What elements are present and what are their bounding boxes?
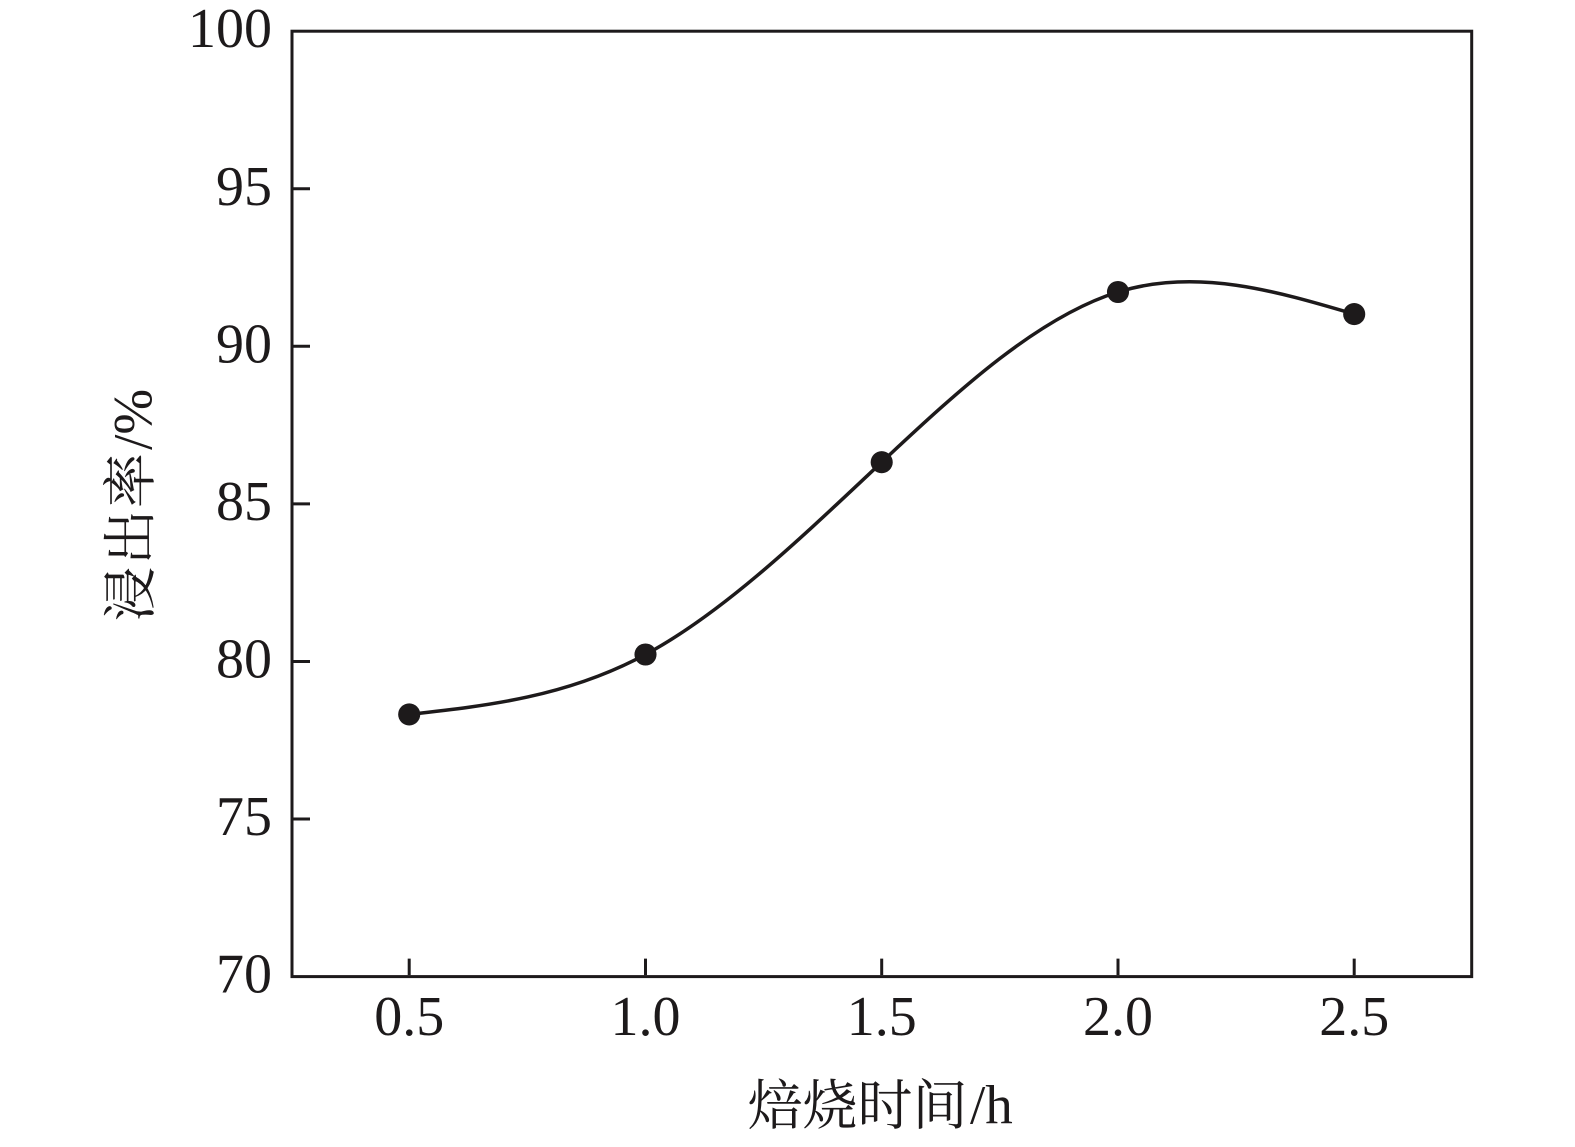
svg-text:0.5: 0.5 xyxy=(374,986,444,1048)
svg-text:100: 100 xyxy=(188,0,272,60)
svg-text:90: 90 xyxy=(216,313,272,375)
svg-text:/h: /h xyxy=(970,1074,1013,1135)
svg-text:2.0: 2.0 xyxy=(1083,986,1153,1048)
svg-text:75: 75 xyxy=(216,786,272,848)
svg-text:85: 85 xyxy=(216,471,272,533)
svg-text:70: 70 xyxy=(216,944,272,1006)
svg-text:95: 95 xyxy=(216,156,272,218)
svg-text:/%: /% xyxy=(103,389,164,450)
svg-text:2.5: 2.5 xyxy=(1319,986,1389,1048)
svg-text:1.0: 1.0 xyxy=(611,986,681,1048)
svg-text:80: 80 xyxy=(216,629,272,691)
svg-text:1.5: 1.5 xyxy=(847,986,917,1048)
